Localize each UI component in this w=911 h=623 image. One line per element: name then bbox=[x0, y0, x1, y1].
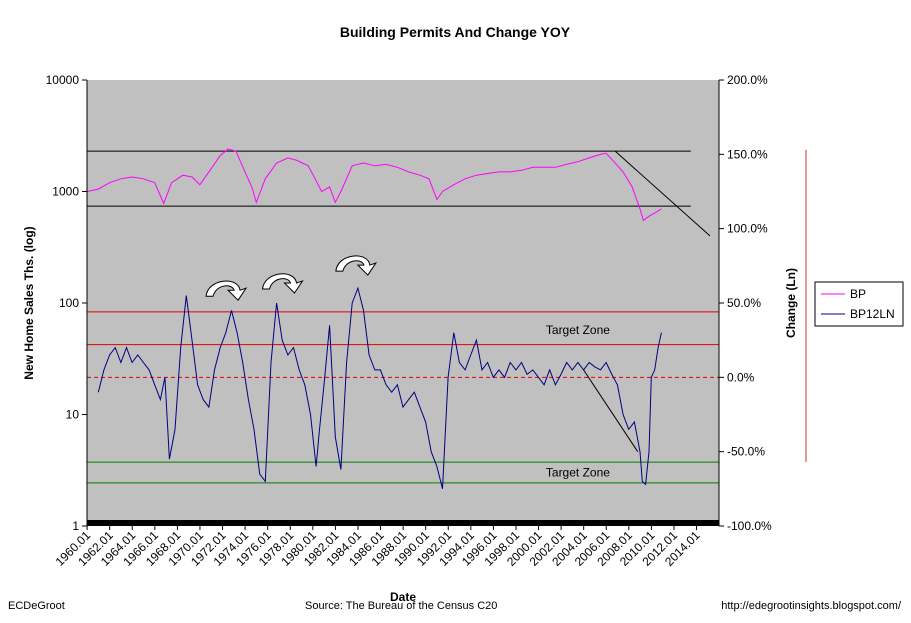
footer-source: Source: The Bureau of the Census C20 bbox=[305, 600, 498, 612]
footer-url: http://edegrootinsights.blogspot.com/ bbox=[721, 600, 901, 612]
annotation-target-zone-upper: Target Zone bbox=[546, 323, 610, 337]
trend-lines bbox=[583, 150, 711, 452]
y-tick-label: 1000 bbox=[52, 185, 79, 199]
trend-line-1 bbox=[583, 369, 639, 452]
y-axis-label: New Home Sales Ths. (log) bbox=[22, 226, 36, 379]
trend-line-0 bbox=[614, 150, 711, 237]
legend-label-bp: BP bbox=[850, 287, 866, 301]
y2-tick-label: 200.0% bbox=[727, 73, 768, 87]
y2-tick-label: 50.0% bbox=[727, 296, 761, 310]
annotation-arrows bbox=[205, 255, 378, 301]
right-axis-ticks: -100.0% -50.0% 0.0% 50.0% 100.0% 150.0% 200.0% bbox=[719, 73, 772, 533]
legend-box bbox=[814, 281, 904, 327]
y2-tick-label: 100.0% bbox=[727, 222, 768, 236]
y-tick-label: 1 bbox=[72, 519, 79, 533]
annotation-target-zone-lower: Target Zone bbox=[546, 465, 610, 479]
y-tick-label: 10000 bbox=[46, 73, 80, 87]
chart-title: Building Permits And Change YOY bbox=[340, 24, 571, 40]
x-axis-ticks: 1960.011962.011964.011966.011968.011970.… bbox=[53, 526, 703, 569]
y-tick-label: 100 bbox=[59, 296, 79, 310]
footer-author: ECDeGroot bbox=[8, 600, 65, 612]
x-axis-base-band bbox=[87, 520, 719, 526]
y2-tick-label: -50.0% bbox=[727, 445, 765, 459]
y2-axis-label: Change (Ln) bbox=[784, 268, 798, 338]
curved-arrow-icon bbox=[261, 273, 304, 294]
y2-tick-label: 0.0% bbox=[727, 370, 755, 384]
curved-arrow-icon bbox=[205, 280, 248, 301]
legend-label-bp12ln: BP12LN bbox=[850, 307, 895, 321]
plot-area bbox=[87, 80, 719, 526]
series-layer bbox=[86, 148, 662, 489]
left-axis-ticks: 1 10 100 1000 10000 bbox=[46, 73, 87, 533]
legend: BP BP12LN bbox=[814, 281, 904, 327]
x-axis-label: Date bbox=[390, 590, 416, 604]
y2-tick-label: 150.0% bbox=[727, 147, 768, 161]
series-line-bp bbox=[86, 148, 662, 222]
curved-arrow-icon bbox=[335, 255, 378, 276]
y-tick-label: 10 bbox=[66, 408, 80, 422]
y2-tick-label: -100.0% bbox=[727, 519, 772, 533]
series-line-bp12ln bbox=[97, 286, 662, 489]
